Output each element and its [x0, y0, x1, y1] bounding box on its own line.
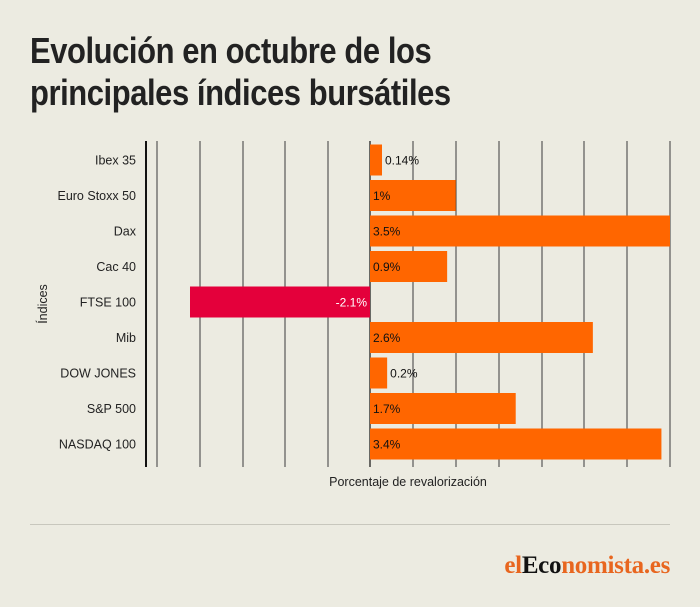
x-axis-title: Porcentaje de revalorización: [329, 475, 487, 489]
value-label: 0.2%: [390, 367, 418, 381]
category-label: NASDAQ 100: [59, 438, 136, 452]
category-label: Euro Stoxx 50: [57, 189, 136, 203]
brand-logo: elEconomista.es: [504, 552, 670, 580]
category-label: Cac 40: [96, 260, 136, 274]
value-label: 0.14%: [385, 154, 419, 168]
chart-title: Evolución en octubre de los principales …: [30, 30, 451, 113]
value-label: 1.7%: [373, 402, 401, 416]
category-label: Ibex 35: [95, 154, 136, 168]
value-labels: 0.14% 1% 3.5% 0.9% -2.1% 2.6% 0.2% 1.7% 3.4%: [336, 154, 420, 452]
category-label: Mib: [116, 331, 136, 345]
bar: [190, 286, 370, 318]
bar: [370, 322, 593, 353]
logo-eco: Eco: [521, 552, 562, 579]
footer-divider: [30, 524, 670, 525]
bar: [370, 144, 382, 176]
bar: [370, 180, 456, 211]
category-label: Dax: [114, 225, 137, 239]
logo-rest: nomista.es: [561, 552, 670, 579]
bar: [370, 215, 670, 247]
bar: [370, 393, 516, 424]
bar: [370, 428, 662, 460]
category-labels: Ibex 35 Euro Stoxx 50 Dax Cac 40 FTSE 100 Mib…: [57, 154, 136, 452]
bar: [370, 251, 448, 282]
value-label: 2.6%: [373, 331, 401, 345]
value-label: 0.9%: [373, 260, 401, 274]
value-label: 3.5%: [373, 225, 401, 239]
value-label: 3.4%: [373, 438, 401, 452]
value-label: 1%: [373, 189, 391, 203]
bars: [190, 144, 670, 460]
category-label: S&P 500: [87, 402, 136, 416]
logo-el: el: [504, 552, 522, 579]
category-label: FTSE 100: [80, 296, 136, 310]
value-label: -2.1%: [336, 296, 368, 310]
bar: [370, 357, 388, 389]
category-label: DOW JONES: [60, 367, 136, 381]
y-axis-title: Índices: [35, 284, 50, 324]
